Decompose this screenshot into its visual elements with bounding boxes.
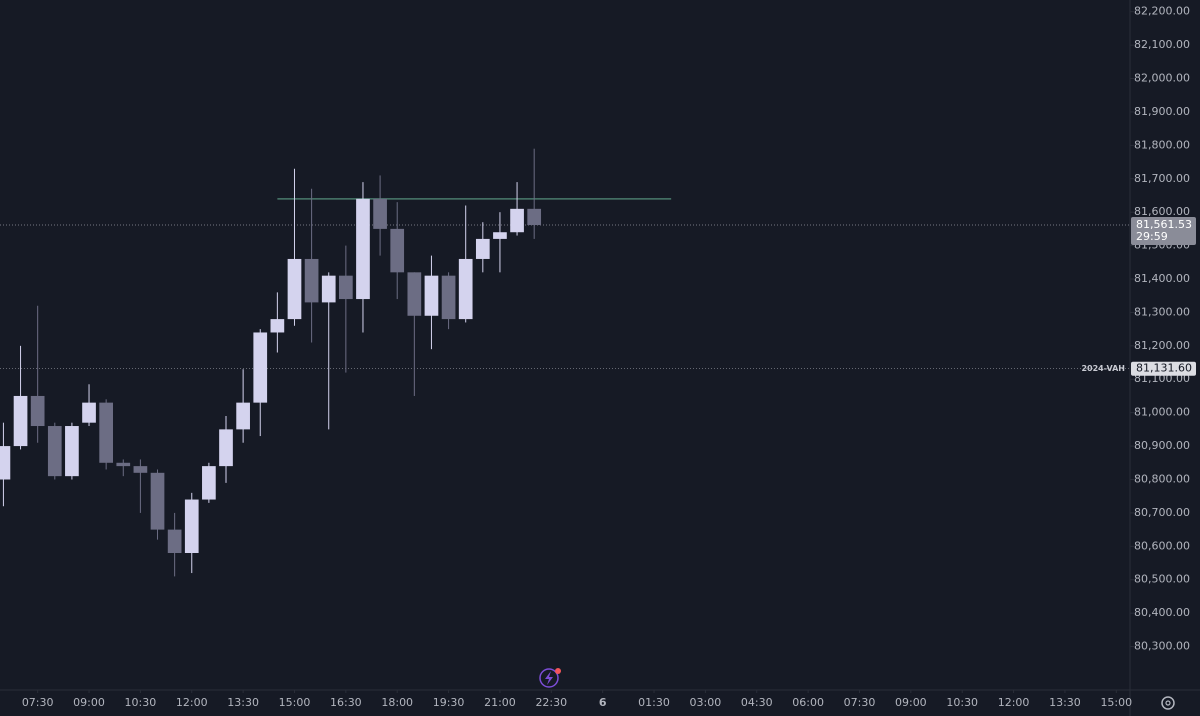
candle-body <box>236 402 250 430</box>
y-tick-label: 82,100.00 <box>1134 38 1190 51</box>
candle-body <box>441 275 456 320</box>
x-tick-label: 12:00 <box>998 696 1030 709</box>
y-tick-label: 81,200.00 <box>1134 339 1190 352</box>
y-tick-label: 80,800.00 <box>1134 472 1190 485</box>
candle-body <box>82 402 96 423</box>
candle-body <box>99 402 113 463</box>
x-tick-label: 13:30 <box>227 696 259 709</box>
x-tick-label: 07:30 <box>844 696 876 709</box>
x-tick-label: 04:30 <box>741 696 773 709</box>
level-name: 2024-VAH <box>1081 364 1125 373</box>
candle-body <box>527 208 542 226</box>
candle-body <box>202 466 216 500</box>
x-tick-label: 03:00 <box>690 696 722 709</box>
x-tick-label: 07:30 <box>22 696 54 709</box>
level-tag <box>1131 361 1196 376</box>
candle-body <box>356 198 370 300</box>
y-tick-label: 81,300.00 <box>1134 305 1190 318</box>
y-tick-label: 81,600.00 <box>1134 205 1190 218</box>
x-tick-label: 09:00 <box>73 696 105 709</box>
candle-body <box>493 232 507 239</box>
candle-body <box>339 275 353 300</box>
y-tick-label: 81,800.00 <box>1134 138 1190 151</box>
candle-body <box>47 426 62 477</box>
x-tick-label: 22:30 <box>535 696 567 709</box>
candle-body <box>407 272 422 316</box>
logo <box>539 668 561 688</box>
y-tick-label: 81,000.00 <box>1134 406 1190 419</box>
x-tick-label: 13:30 <box>1049 696 1081 709</box>
x-tick-label: 6 <box>599 696 607 709</box>
candle-body <box>270 319 285 333</box>
x-tick-label: 18:00 <box>381 696 413 709</box>
candle-body <box>304 258 319 303</box>
candle-body <box>390 228 405 273</box>
x-tick-label: 09:00 <box>895 696 927 709</box>
candle-body <box>287 258 302 320</box>
x-tick-label: 15:00 <box>279 696 311 709</box>
x-tick-label: 21:00 <box>484 696 516 709</box>
candle-body <box>65 426 79 477</box>
y-tick-label: 80,500.00 <box>1134 573 1190 586</box>
candle-body <box>510 208 524 233</box>
y-tick-label: 81,400.00 <box>1134 272 1190 285</box>
last-price-label: 81,561.53 <box>1136 218 1192 231</box>
settings-button[interactable] <box>1161 696 1175 710</box>
x-tick-label: 01:30 <box>638 696 670 709</box>
candle-body <box>167 529 182 554</box>
y-tick-label: 80,400.00 <box>1134 606 1190 619</box>
candle-body <box>458 258 473 320</box>
candle-body <box>321 275 336 303</box>
last-price-tag <box>1131 217 1196 246</box>
x-tick-label: 10:30 <box>946 696 978 709</box>
candle-body <box>133 466 148 473</box>
y-tick-label: 81,700.00 <box>1134 172 1190 185</box>
candle-body <box>373 198 387 229</box>
candle-body <box>13 395 28 447</box>
candle-body <box>253 332 268 403</box>
candle-body <box>116 462 131 467</box>
y-tick-label: 80,300.00 <box>1134 640 1190 653</box>
y-tick-label: 82,200.00 <box>1134 5 1190 18</box>
x-tick-label: 15:00 <box>1100 696 1132 709</box>
candle-body <box>150 472 165 530</box>
candle-body <box>0 446 11 480</box>
candle-body <box>475 238 490 259</box>
level-label: 81,131.60 <box>1136 362 1192 375</box>
x-tick-label: 10:30 <box>125 696 157 709</box>
x-tick-label: 16:30 <box>330 696 362 709</box>
y-tick-label: 82,000.00 <box>1134 72 1190 85</box>
y-tick-label: 81,900.00 <box>1134 105 1190 118</box>
y-tick-label: 80,700.00 <box>1134 506 1190 519</box>
countdown: 29:59 <box>1136 230 1168 243</box>
y-tick-label: 80,900.00 <box>1134 439 1190 452</box>
y-tick-label: 80,600.00 <box>1134 539 1190 552</box>
candle-body <box>30 395 45 427</box>
x-tick-label: 19:30 <box>433 696 465 709</box>
x-tick-label: 12:00 <box>176 696 208 709</box>
candle-body <box>219 429 233 467</box>
x-tick-label: 06:00 <box>792 696 824 709</box>
candle-body <box>184 499 199 554</box>
candle-body <box>424 275 439 316</box>
